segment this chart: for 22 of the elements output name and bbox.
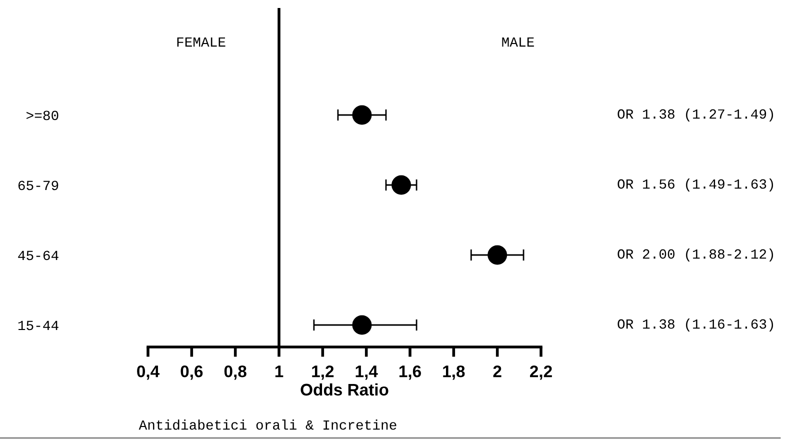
x-tick-label: 2 [493, 365, 502, 378]
data-label: OR 1.38 (1.16-1.63) [618, 318, 774, 332]
x-tick-label: 0,6 [180, 365, 203, 380]
data-label: OR 1.38 (1.27-1.49) [618, 108, 774, 122]
y-tick-label: 15-44 [18, 320, 58, 330]
text: Antidiabetici orali & Incretine [138, 420, 396, 430]
x-tick-label: 1,2 [312, 365, 334, 380]
x-tick-label: 0,4 [137, 365, 160, 380]
x-tick-label: 1,4 [356, 366, 378, 380]
x-tick-label: 0,8 [224, 365, 246, 380]
y-tick-label: 45-64 [18, 250, 58, 260]
x-tick-label: 2,2 [530, 365, 552, 380]
text: MALE [502, 37, 534, 47]
x-axis-title: Odds Ratio [300, 383, 388, 396]
y-tick-label: 65-79 [18, 180, 58, 190]
data-label: OR 1.56 (1.49-1.63) [618, 178, 774, 192]
data-label: OR 2.00 (1.88-2.12) [618, 248, 774, 262]
x-tick-label: 1 [275, 366, 284, 378]
y-tick-label: >=80 [26, 110, 58, 120]
text: FEMALE [177, 37, 226, 47]
x-tick-label: 1,6 [399, 365, 421, 380]
x-tick-label: 1,8 [443, 365, 465, 380]
